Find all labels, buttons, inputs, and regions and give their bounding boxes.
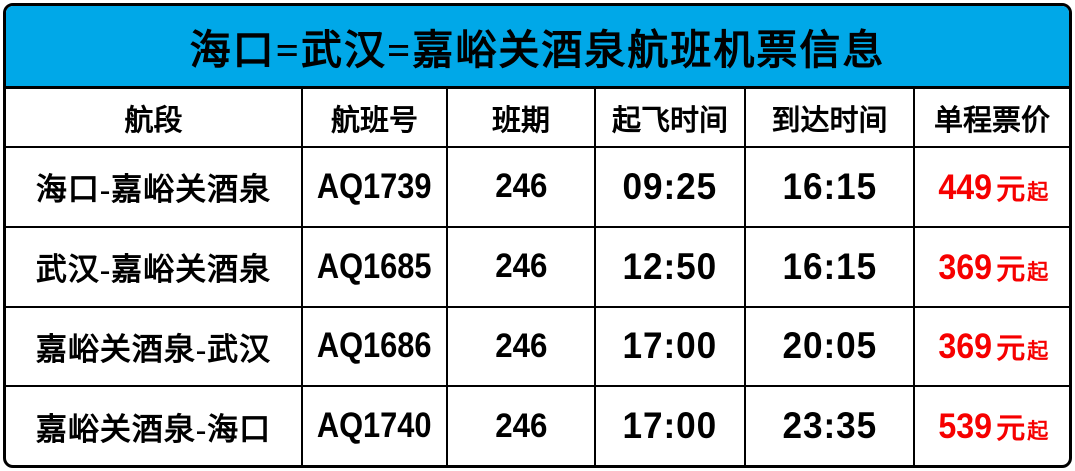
cell-days: 246 xyxy=(448,227,596,306)
price-unit-yuan: 元 xyxy=(996,253,1026,286)
table-row: 嘉峪关酒泉-海口 AQ1740 246 17:00 23:35 539 元 起 xyxy=(6,387,1069,465)
price-tag: 449 元 起 xyxy=(936,166,1048,208)
cell-departure-time: 17:00 xyxy=(596,307,746,386)
cell-flight-number: AQ1740 xyxy=(303,387,448,465)
arrival-time: 16:15 xyxy=(782,245,877,287)
table-row: 嘉峪关酒泉-武汉 AQ1686 246 17:00 20:05 369 元 起 xyxy=(6,307,1069,388)
cell-departure-time: 17:00 xyxy=(596,387,746,465)
header-cell-price: 单程票价 xyxy=(933,104,1050,137)
cell-flight-number: AQ1739 xyxy=(303,148,448,226)
price-suffix-qi: 起 xyxy=(1027,179,1049,204)
price-unit-yuan: 元 xyxy=(996,173,1026,206)
arrival-time: 16:15 xyxy=(782,165,877,207)
cell-price: 369 元 起 xyxy=(915,228,1069,306)
cell-price: 369 元 起 xyxy=(915,308,1069,386)
table-header-row: 航段 航班号 班期 起飞时间 到达时间 单程票价 xyxy=(6,89,1069,148)
price-unit-yuan: 元 xyxy=(996,333,1026,366)
flight-table: 海口=武汉=嘉峪关酒泉航班机票信息 航段 航班号 班期 起飞时间 到达时间 单程… xyxy=(3,3,1072,468)
flight-number: AQ1685 xyxy=(317,246,432,286)
price-suffix-qi: 起 xyxy=(1027,419,1049,444)
price-unit-yuan: 元 xyxy=(996,413,1026,446)
cell-flight-number: AQ1685 xyxy=(303,227,448,306)
cell-departure-time: 12:50 xyxy=(596,227,746,306)
page-title: 海口=武汉=嘉峪关酒泉航班机票信息 xyxy=(189,27,886,73)
segment-label: 嘉峪关酒泉-武汉 xyxy=(35,331,272,367)
cell-arrival-time: 16:15 xyxy=(746,148,915,226)
price-value: 369 xyxy=(938,327,992,367)
cell-segment: 武汉-嘉峪关酒泉 xyxy=(6,227,303,306)
cell-days: 246 xyxy=(448,307,596,386)
flight-number: AQ1686 xyxy=(317,326,432,366)
price-value: 449 xyxy=(938,167,992,207)
departure-time: 09:25 xyxy=(622,165,718,207)
price-suffix-qi: 起 xyxy=(1027,339,1049,364)
segment-label: 武汉-嘉峪关酒泉 xyxy=(35,252,272,288)
departure-time: 12:50 xyxy=(622,245,718,287)
arrival-time: 23:35 xyxy=(782,405,877,447)
cell-segment: 嘉峪关酒泉-海口 xyxy=(6,387,303,465)
days-of-week: 246 xyxy=(494,247,548,286)
departure-time: 17:00 xyxy=(622,325,718,367)
cell-price: 449 元 起 xyxy=(915,148,1069,226)
flight-number: AQ1740 xyxy=(317,406,432,446)
cell-arrival-time: 16:15 xyxy=(746,227,915,306)
cell-flight-number: AQ1686 xyxy=(303,307,448,386)
price-tag: 369 元 起 xyxy=(936,246,1048,288)
days-of-week: 246 xyxy=(494,167,548,206)
cell-segment: 海口-嘉峪关酒泉 xyxy=(6,148,303,226)
header-cell-days: 班期 xyxy=(448,89,596,146)
segment-label: 嘉峪关酒泉-海口 xyxy=(35,411,272,447)
header-cell-arrival-time: 到达时间 xyxy=(746,89,915,146)
price-value: 369 xyxy=(938,247,992,287)
price-value: 539 xyxy=(938,407,992,447)
price-suffix-qi: 起 xyxy=(1027,259,1049,284)
cell-arrival-time: 20:05 xyxy=(746,307,915,386)
cell-days: 246 xyxy=(448,148,596,226)
days-of-week: 246 xyxy=(494,406,548,445)
arrival-time: 20:05 xyxy=(782,325,877,367)
header-cell-departure-time: 起飞时间 xyxy=(596,89,746,146)
title-banner: 海口=武汉=嘉峪关酒泉航班机票信息 xyxy=(6,6,1069,89)
header-cell-segment: 航段 xyxy=(6,89,303,146)
price-tag: 369 元 起 xyxy=(936,325,1048,367)
cell-arrival-time: 23:35 xyxy=(746,387,915,465)
flight-number: AQ1739 xyxy=(317,166,432,206)
days-of-week: 246 xyxy=(494,326,548,365)
table-row: 武汉-嘉峪关酒泉 AQ1685 246 12:50 16:15 369 元 起 xyxy=(6,227,1069,308)
departure-time: 17:00 xyxy=(622,405,718,447)
price-tag: 539 元 起 xyxy=(936,405,1048,447)
cell-price: 539 元 起 xyxy=(915,387,1069,465)
cell-days: 246 xyxy=(448,387,596,465)
cell-departure-time: 09:25 xyxy=(596,148,746,226)
table-row: 海口-嘉峪关酒泉 AQ1739 246 09:25 16:15 449 元 起 xyxy=(6,148,1069,228)
segment-label: 海口-嘉峪关酒泉 xyxy=(35,172,272,208)
header-cell-flight-number: 航班号 xyxy=(303,89,448,146)
cell-segment: 嘉峪关酒泉-武汉 xyxy=(6,307,303,386)
